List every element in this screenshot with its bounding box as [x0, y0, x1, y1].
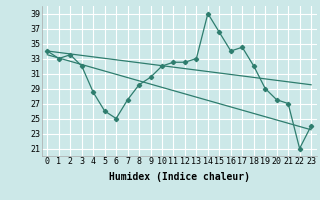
X-axis label: Humidex (Indice chaleur): Humidex (Indice chaleur) — [109, 172, 250, 182]
